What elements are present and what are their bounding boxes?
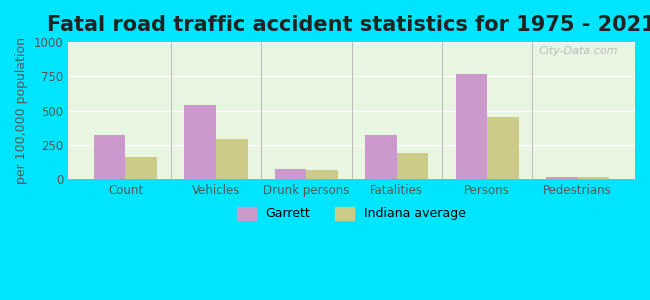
Bar xyxy=(578,177,609,179)
Bar xyxy=(94,135,125,179)
Y-axis label: per 100,000 population: per 100,000 population xyxy=(15,37,28,184)
Bar xyxy=(487,117,519,179)
Bar xyxy=(306,170,338,179)
Legend: Garrett, Indiana average: Garrett, Indiana average xyxy=(232,202,471,225)
Bar xyxy=(396,153,428,179)
Bar xyxy=(125,157,157,179)
Bar xyxy=(275,169,306,179)
Bar xyxy=(184,105,216,179)
Bar xyxy=(456,74,487,179)
Bar xyxy=(546,177,578,179)
Title: Fatal road traffic accident statistics for 1975 - 2021: Fatal road traffic accident statistics f… xyxy=(47,15,650,35)
Bar xyxy=(365,135,396,179)
Bar xyxy=(216,139,248,179)
Text: City-Data.com: City-Data.com xyxy=(538,46,618,56)
